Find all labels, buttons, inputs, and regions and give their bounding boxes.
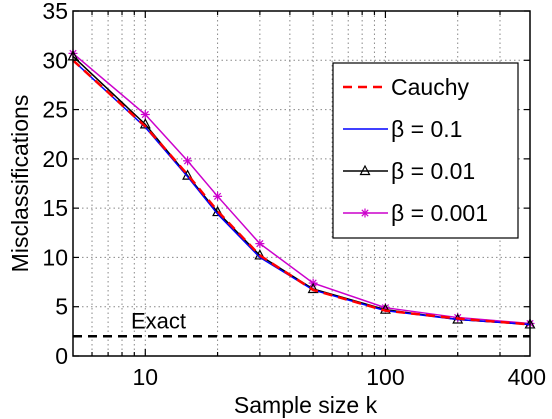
x-tick-label: 100 xyxy=(366,364,404,390)
legend-label-0-001: β = 0.001 xyxy=(391,200,488,226)
data-point-0-001 xyxy=(255,239,265,249)
axis-ticks: 0 5 10 15 20 25 30 35 10 100 400 xyxy=(42,0,546,390)
y-tick-label: 20 xyxy=(42,146,68,172)
legend-box xyxy=(332,62,519,239)
annotations: Exact xyxy=(131,308,186,333)
series-lines xyxy=(67,48,536,329)
x-axis-label: Sample size k xyxy=(234,392,378,418)
legend-label-0-01: β = 0.01 xyxy=(391,158,475,184)
plot-frame xyxy=(72,10,531,357)
x-tick-label: 10 xyxy=(132,364,158,390)
data-point-0-001 xyxy=(140,110,150,119)
data-point-0-001 xyxy=(213,191,223,201)
legend-label-0-1: β = 0.1 xyxy=(391,116,462,142)
y-tick-label: 0 xyxy=(55,343,68,369)
y-tick-label: 35 xyxy=(42,0,68,24)
y-tick-label: 25 xyxy=(42,97,68,123)
data-point-0-001 xyxy=(183,156,193,166)
series-line-cauchy xyxy=(72,59,531,326)
y-tick-label: 30 xyxy=(42,47,68,73)
legend: Cauchy β = 0.1 β = 0.01 β = 0.001 xyxy=(332,62,519,239)
y-tick-label: 15 xyxy=(42,195,68,221)
legend-marker-0-01 xyxy=(359,164,371,176)
x-tick-label: 400 xyxy=(508,364,546,390)
legend-marker-0-001 xyxy=(360,208,370,218)
y-tick-label: 5 xyxy=(55,294,68,320)
y-axis-label: Misclassifications xyxy=(7,95,33,273)
legend-label-cauchy: Cauchy xyxy=(391,74,469,100)
y-tick-label: 10 xyxy=(42,244,68,270)
exact-label: Exact xyxy=(131,308,186,333)
